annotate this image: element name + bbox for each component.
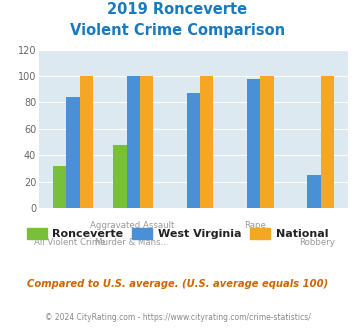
Text: Murder & Mans...: Murder & Mans...: [95, 238, 169, 247]
Text: Violent Crime Comparison: Violent Crime Comparison: [70, 23, 285, 38]
Bar: [321, 76, 334, 208]
Bar: [187, 93, 200, 208]
Text: 2019 Ronceverte: 2019 Ronceverte: [108, 2, 247, 16]
Text: All Violent Crime: All Violent Crime: [34, 238, 106, 247]
Bar: [200, 76, 213, 208]
Bar: [140, 76, 153, 208]
Bar: [66, 97, 80, 208]
Text: Aggravated Assault: Aggravated Assault: [89, 221, 174, 230]
Text: Robbery: Robbery: [299, 238, 335, 247]
Text: Rape: Rape: [244, 221, 266, 230]
Bar: [80, 76, 93, 208]
Bar: [307, 175, 321, 208]
Bar: [53, 166, 66, 208]
Bar: [260, 76, 274, 208]
Text: Compared to U.S. average. (U.S. average equals 100): Compared to U.S. average. (U.S. average …: [27, 279, 328, 289]
Bar: [113, 145, 127, 208]
Legend: Ronceverte, West Virginia, National: Ronceverte, West Virginia, National: [22, 224, 333, 244]
Bar: [127, 76, 140, 208]
Bar: [247, 79, 260, 208]
Text: © 2024 CityRating.com - https://www.cityrating.com/crime-statistics/: © 2024 CityRating.com - https://www.city…: [45, 313, 310, 322]
